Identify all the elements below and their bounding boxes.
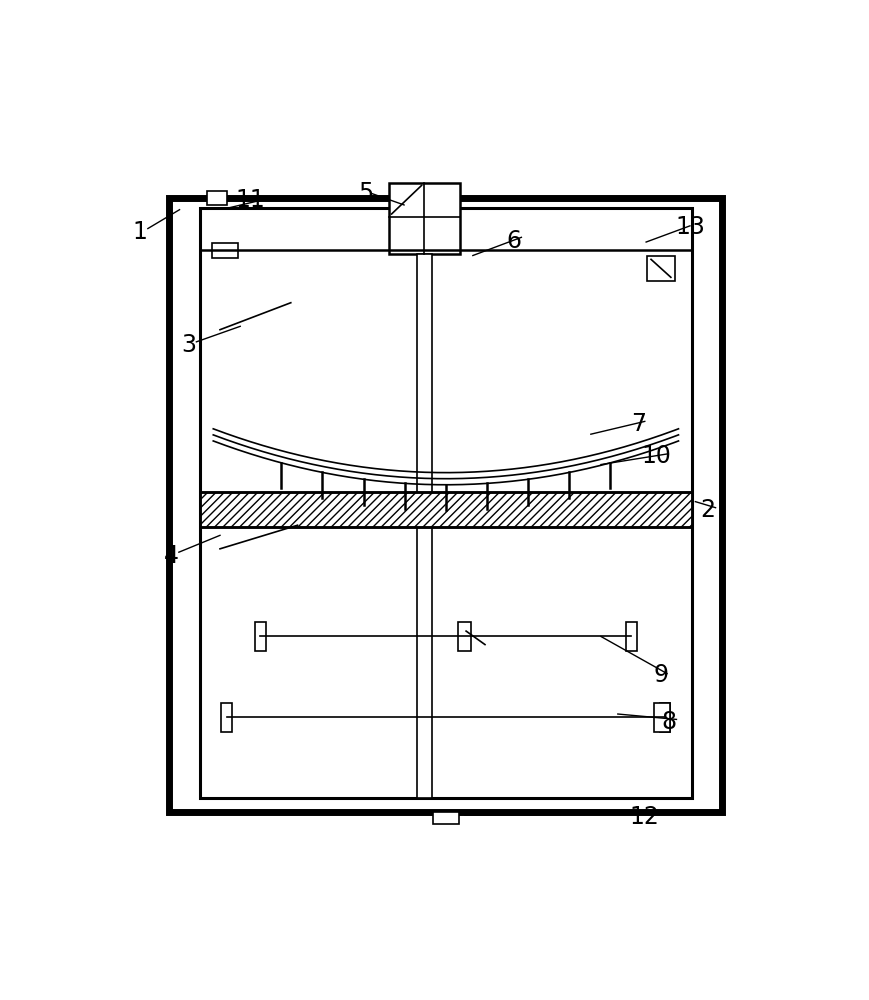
Bar (388, 183, 459, 254)
Bar (433, 812, 458, 824)
Bar (200, 208, 691, 798)
Text: 1: 1 (132, 220, 147, 244)
Bar (646, 256, 674, 281)
Bar (416, 254, 431, 798)
Bar (653, 703, 669, 732)
Bar (659, 703, 670, 732)
Text: 2: 2 (700, 498, 715, 522)
Text: 6: 6 (506, 229, 521, 253)
Bar (457, 622, 471, 651)
Text: 4: 4 (164, 544, 179, 568)
Bar (200, 492, 691, 527)
Bar (625, 622, 636, 651)
Text: 9: 9 (653, 663, 667, 687)
Text: 12: 12 (628, 805, 659, 829)
Text: 3: 3 (182, 333, 196, 357)
Text: 13: 13 (674, 215, 704, 239)
Text: 7: 7 (631, 412, 646, 436)
Bar (200, 492, 691, 527)
Text: 11: 11 (235, 188, 265, 212)
Bar (221, 703, 232, 732)
Text: 5: 5 (358, 181, 373, 205)
Text: 8: 8 (660, 710, 676, 734)
Bar (206, 191, 227, 205)
Bar (255, 622, 266, 651)
Text: 10: 10 (640, 444, 671, 468)
Bar (169, 198, 721, 812)
Bar (200, 492, 691, 527)
Bar (212, 243, 237, 258)
